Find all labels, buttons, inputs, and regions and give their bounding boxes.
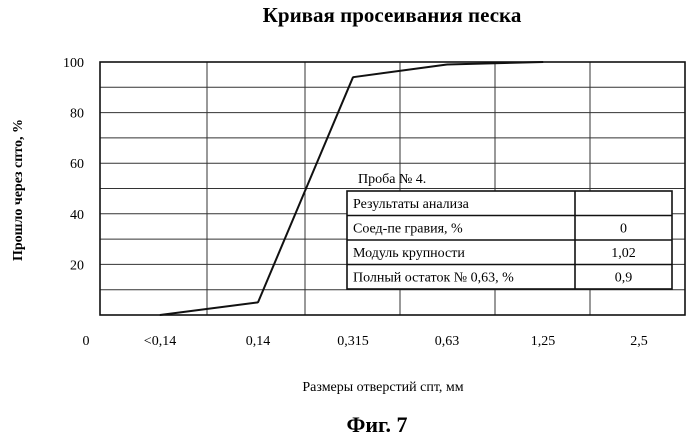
y-tick-label: 100	[63, 56, 84, 71]
series-line-segment	[446, 61, 544, 66]
sample-title: Проба № 4.	[358, 172, 426, 187]
y-tick-label: 40	[70, 208, 84, 223]
plot-border	[99, 61, 686, 316]
x-origin-label: 0	[83, 334, 90, 349]
y-axis-ticks: 20 40 60 80 100	[63, 56, 84, 273]
series-line-segment	[352, 63, 448, 79]
data-point	[257, 301, 259, 304]
series-line-segment	[257, 76, 354, 303]
x-axis-label: Размеры отверстий спт, мм	[302, 380, 463, 395]
data-point	[446, 63, 448, 66]
y-axis-label: Прошло через спто, %	[11, 119, 26, 261]
y-tick-label: 20	[70, 258, 84, 273]
series-line-segment	[159, 301, 259, 316]
series-layer	[159, 61, 544, 316]
results-row-label: Полный остаток № 0,63, %	[353, 271, 514, 286]
data-point	[159, 314, 161, 316]
x-tick-label: 0,14	[246, 334, 271, 349]
x-axis-ticks: <0,14 0,14 0,315 0,63 1,25 2,5	[144, 334, 648, 349]
results-row-value: 0,9	[615, 271, 633, 286]
figure-caption: Фиг. 7	[346, 412, 407, 437]
x-tick-label: 0,315	[337, 334, 369, 349]
plot-frame	[99, 61, 686, 316]
results-row-label: Модуль крупности	[353, 246, 465, 261]
chart-title: Кривая просеивания песка	[263, 3, 522, 27]
y-tick-label: 80	[70, 107, 84, 122]
results-row-label: Соед-пе гравия, %	[353, 222, 463, 237]
analysis-results-table: Проба № 4. Результаты анализа Соед-пе гра…	[346, 172, 673, 290]
y-tick-label: 60	[70, 157, 84, 172]
data-point	[352, 76, 354, 78]
x-tick-label: 1,25	[531, 334, 556, 349]
results-row-value: 1,02	[611, 246, 636, 261]
data-point	[542, 61, 544, 63]
x-tick-label: <0,14	[144, 334, 176, 349]
x-tick-label: 0,63	[435, 334, 460, 349]
results-row-value: 0	[620, 222, 627, 237]
results-row-label: Результаты анализа	[353, 197, 470, 212]
x-tick-label: 2,5	[630, 334, 648, 349]
